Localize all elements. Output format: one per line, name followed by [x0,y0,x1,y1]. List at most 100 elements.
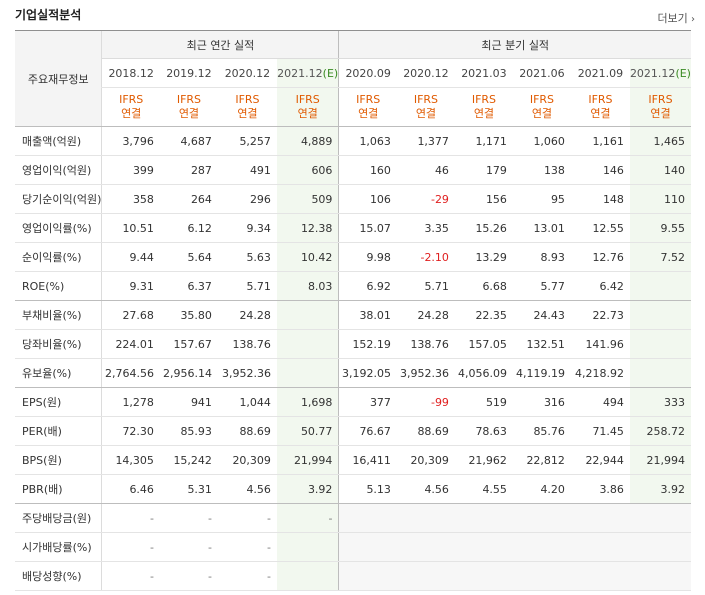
annual-cell: 35.80 [159,300,218,330]
annual-cell: 399 [101,155,160,185]
quarter-cell: 9.98 [338,242,397,272]
quarter-cell: 140 [629,155,691,185]
quarter-cell: 13.29 [454,242,513,272]
period-header: 2021.06 [512,58,571,88]
estimate-mark: (E) [322,66,339,80]
table-row: BPS(원) 14,305 15,242 20,309 21,994 16,411 20,3… [15,445,691,475]
annual-cell: 2,956.14 [159,358,218,388]
quarter-cell: -29 [396,184,455,214]
annual-cell: 224.01 [101,329,160,359]
table-row: ROE(%) 9.31 6.37 5.71 8.03 6.92 5.71 6.68 5.77 6.… [15,271,691,301]
quarter-cell [396,532,455,562]
quarter-cell: 160 [338,155,397,185]
quarter-cell: 1,465 [629,126,691,156]
annual-cell: 3,952.36 [217,358,277,388]
annual-title: 최근 연간 실적 [101,30,339,59]
annual-cell: 6.12 [159,213,218,243]
consolidated-label: 연결 [473,107,495,120]
annual-cell [276,532,339,562]
annual-cell: 20,309 [217,445,277,475]
annual-cell: 606 [276,155,339,185]
quarter-cell: 1,063 [338,126,397,156]
annual-cell: 9.44 [101,242,160,272]
table-row: 당좌비율(%) 224.01 157.67 138.76 152.19 138.76 157… [15,329,691,359]
quarter-cell [454,532,513,562]
ifrs-label: IFRS [413,93,439,106]
annual-cell [276,561,339,591]
quarter-cell: 13.01 [512,213,571,243]
quarter-cell [454,561,513,591]
quarter-cell: 7.52 [629,242,691,272]
annual-cell: - [159,532,218,562]
annual-cell: 157.67 [159,329,218,359]
period-label: 2021.09 [577,66,624,80]
quarter-cell: 4,218.92 [570,358,630,388]
annual-cell: 941 [159,387,218,417]
annual-cell: 491 [217,155,277,185]
period-header: 2021.12(E) [629,58,691,88]
annual-cell: - [217,532,277,562]
ifrs-header: IFRS 연결 [396,87,455,127]
quarter-cell: 157.05 [454,329,513,359]
ifrs-label: IFRS [356,93,381,106]
quarter-cell: 5.71 [396,271,455,301]
ifrs-header: IFRS 연결 [101,87,160,127]
quarter-cell [629,503,691,533]
annual-cell: 1,278 [101,387,160,417]
period-header: 2021.09 [570,58,630,88]
annual-cell: 296 [217,184,277,214]
table-row: 영업이익률(%) 10.51 6.12 9.34 12.38 15.07 3.35 15.26… [15,213,691,243]
quarter-cell: 24.43 [512,300,571,330]
quarter-cell: 179 [454,155,513,185]
ifrs-label: IFRS [295,93,320,106]
financial-table: 주요재무정보 최근 연간 실적 최근 분기 실적 2018.12 2019.12 2… [15,30,691,591]
annual-cell: 27.68 [101,300,160,330]
quarter-cell: 16,411 [338,445,397,475]
table-row: 당기순이익(억원) 358 264 296 509 106 -29 156 95 148 110 [15,184,691,214]
annual-cell: 4,687 [159,126,218,156]
row-header-label: 주요재무정보 [15,30,102,127]
quarter-cell: 333 [629,387,691,417]
annual-cell: 72.30 [101,416,160,446]
quarter-cell: 6.92 [338,271,397,301]
annual-cell: 3.92 [276,474,339,504]
consolidated-label: 연결 [531,107,553,120]
annual-cell: 85.93 [159,416,218,446]
annual-cell: 3,796 [101,126,160,156]
period-label: 2021.06 [519,66,565,80]
annual-cell: 10.51 [101,213,160,243]
period-header: 2020.12 [396,58,455,88]
quarter-cell: 3,192.05 [338,358,397,388]
quarter-cell [629,358,691,388]
annual-cell: 1,044 [217,387,277,417]
annual-cell: 4.56 [217,474,277,504]
period-header: 2018.12 [101,58,160,88]
row-label: 순이익률(%) [15,242,102,272]
quarter-cell: 258.72 [629,416,691,446]
more-link[interactable]: 더보기 › [657,10,695,26]
quarter-cell: 4,056.09 [454,358,513,388]
row-label: 매출액(억원) [15,126,102,156]
consolidated-label: 연결 [178,107,200,120]
annual-cell: 6.37 [159,271,218,301]
annual-cell: - [159,561,218,591]
row-label: 당좌비율(%) [15,329,102,359]
quarter-cell: 138.76 [396,329,455,359]
annual-cell [276,300,339,330]
quarter-cell: 76.67 [338,416,397,446]
table-row: PER(배) 72.30 85.93 88.69 50.77 76.67 88.69 78.6… [15,416,691,446]
quarter-cell [512,561,571,591]
period-label: 2020.09 [345,66,391,80]
ifrs-header: IFRS 연결 [217,87,277,127]
quarter-cell: 1,161 [570,126,630,156]
row-label: 유보율(%) [15,358,102,388]
estimate-mark: (E) [675,66,691,80]
annual-cell: 358 [101,184,160,214]
quarter-cell: 316 [512,387,571,417]
annual-cell: 10.42 [276,242,339,272]
quarter-cell: 24.28 [396,300,455,330]
quarter-cell: 4,119.19 [512,358,571,388]
annual-cell: - [217,561,277,591]
table-row: EPS(원) 1,278 941 1,044 1,698 377 -99 519 316 494 3… [15,387,691,417]
consolidated-label: 연결 [590,107,611,120]
